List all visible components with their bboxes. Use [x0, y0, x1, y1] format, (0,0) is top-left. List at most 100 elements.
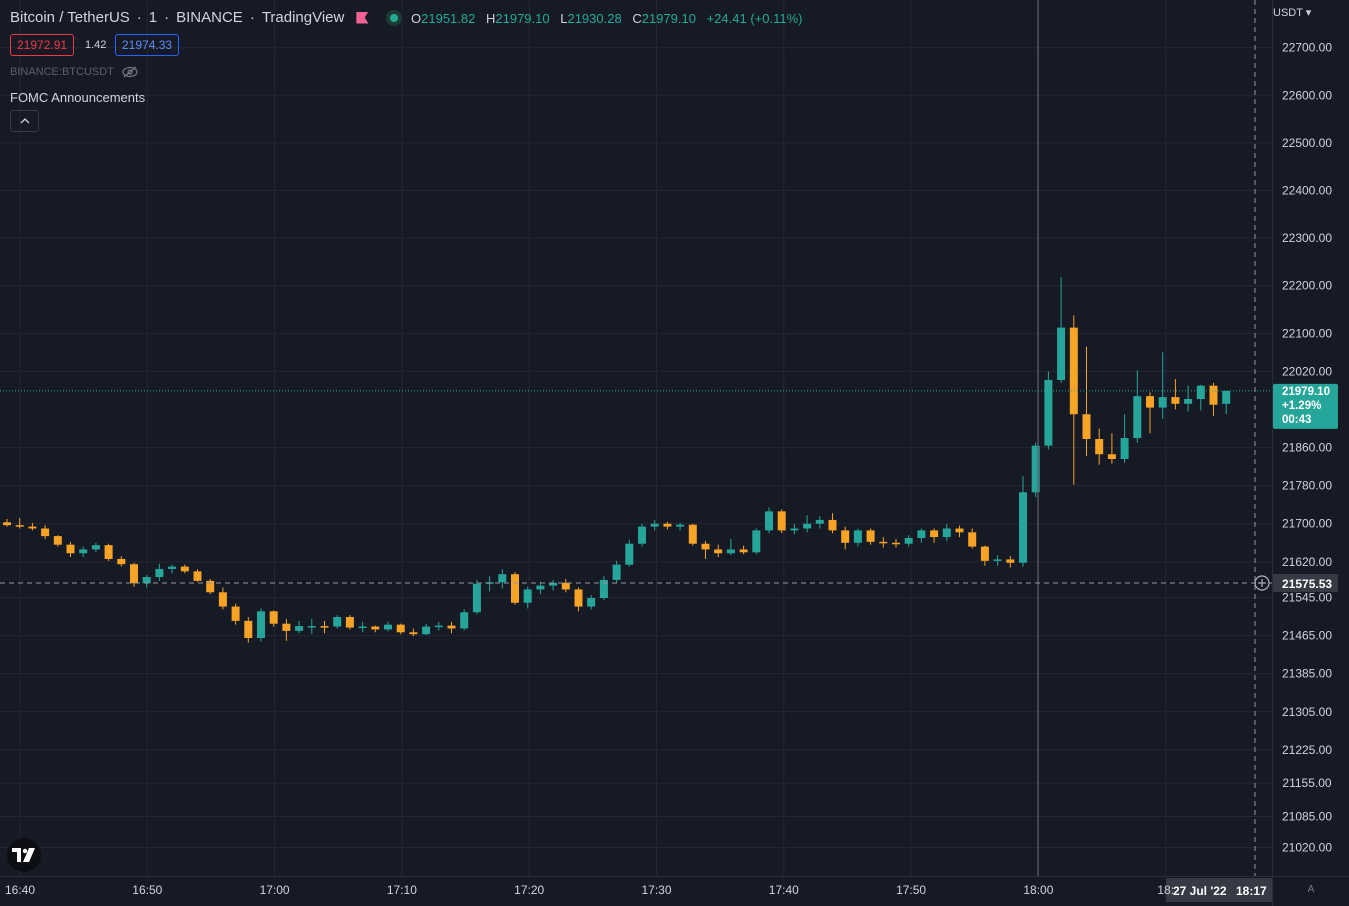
x-tick-label: 17:30: [641, 883, 671, 897]
spread-value: 1.42: [85, 39, 107, 51]
y-tick-label: 21545.00: [1282, 591, 1332, 605]
candle-body: [688, 524, 697, 544]
candle-body: [930, 530, 939, 538]
y-tick-label: 21620.00: [1282, 555, 1332, 569]
candle-body: [28, 526, 37, 529]
y-tick-label: 22200.00: [1282, 279, 1332, 293]
candle-body: [472, 583, 481, 613]
candle-body: [79, 549, 88, 554]
candle-body: [295, 626, 304, 631]
x-tick-label: 18:: [1157, 883, 1174, 897]
buy-button[interactable]: 21974.33: [115, 34, 180, 56]
candle-body: [1158, 397, 1167, 408]
candle-body: [307, 626, 316, 628]
candle-body: [638, 526, 646, 544]
candle-body: [828, 519, 837, 531]
eye-hidden-icon[interactable]: [122, 66, 138, 78]
candle-body: [396, 624, 405, 633]
symbol-id: BINANCE:BTCUSDT: [10, 66, 114, 78]
exchange-label: BINANCE: [176, 9, 243, 26]
y-tick-label: 21020.00: [1282, 840, 1332, 854]
symbol-title[interactable]: Bitcoin / TetherUS: [10, 9, 130, 26]
candle-body: [892, 542, 900, 545]
candle-body: [460, 612, 469, 629]
candle-body: [853, 530, 862, 543]
candle-body: [168, 566, 177, 569]
candle-body: [587, 597, 596, 607]
candle-body: [1222, 390, 1231, 404]
y-tick-label: 21305.00: [1282, 705, 1332, 719]
candle-body: [866, 530, 875, 542]
x-tick-label: 16:50: [132, 883, 162, 897]
y-tick-label: 21155.00: [1282, 776, 1331, 790]
tv-logo-icon: [12, 848, 35, 862]
y-tick-label: 21860.00: [1282, 441, 1332, 455]
symbol-header[interactable]: Bitcoin / TetherUS · 1 · BINANCE · Tradi…: [10, 9, 403, 26]
candle-body: [523, 589, 532, 603]
ohlc-values: O21951.82 H21979.10 L21930.28 C21979.10 …: [411, 11, 809, 26]
last-price-value: 21979.10: [1282, 386, 1330, 398]
candle-body: [206, 580, 215, 593]
currency-selector[interactable]: USDT ▾: [1273, 7, 1312, 19]
candle-body: [1006, 559, 1015, 563]
y-tick-label: 21385.00: [1282, 667, 1332, 681]
y-tick-label: 22700.00: [1282, 41, 1332, 55]
candle-body: [345, 617, 354, 628]
candle-body: [676, 524, 685, 527]
candle-body: [41, 528, 50, 537]
market-open-icon: [386, 9, 403, 26]
chevron-up-icon: [20, 118, 29, 124]
x-tick-label: 17:40: [769, 883, 799, 897]
candle-body: [231, 606, 240, 621]
candle-body: [726, 549, 735, 554]
candle-body: [599, 579, 608, 598]
candle-body: [320, 626, 329, 628]
candle-body: [1209, 385, 1218, 405]
x-tick-label: 17:00: [260, 883, 290, 897]
collapse-legend-button[interactable]: [10, 110, 39, 132]
candle-body: [561, 582, 570, 590]
y-tick-label: 21465.00: [1282, 629, 1332, 643]
x-tick-label: 17:10: [387, 883, 417, 897]
candle-body: [714, 549, 723, 554]
y-tick-label: 22500.00: [1282, 136, 1332, 150]
y-tick-label: 22300.00: [1282, 231, 1332, 245]
high-value: 21979.10: [495, 11, 550, 26]
low-value: 21930.28: [567, 11, 622, 26]
candle-body: [574, 589, 583, 607]
header-separator: ·: [164, 9, 170, 26]
crosshair-price-label: 21575.53: [1282, 577, 1332, 591]
candle-body: [218, 592, 227, 607]
source-label: TradingView: [261, 9, 345, 26]
candle-body: [701, 543, 710, 550]
candle-body: [53, 536, 62, 545]
flag-icon[interactable]: [356, 11, 369, 24]
candle-body: [841, 530, 850, 543]
close-value: 21979.10: [641, 11, 696, 26]
candle-body: [15, 525, 24, 527]
candle-body: [663, 523, 672, 527]
candle-body: [422, 626, 431, 635]
interval-label[interactable]: 1: [148, 9, 158, 26]
candle-body: [790, 528, 799, 531]
candle-body: [180, 566, 189, 572]
candle-body: [1095, 439, 1104, 455]
auto-scale-button[interactable]: A: [1307, 884, 1315, 895]
candle-body: [625, 543, 634, 565]
tradingview-logo[interactable]: [7, 838, 41, 872]
x-tick-label: 18:00: [1023, 883, 1053, 897]
currency-label: USDT: [1273, 7, 1303, 19]
candle-body: [269, 611, 278, 624]
indicator-legend[interactable]: FOMC Announcements: [10, 90, 146, 105]
candle-body: [142, 577, 151, 584]
candle-body: [942, 528, 951, 538]
candle-body: [511, 574, 519, 603]
candle-body: [434, 625, 443, 628]
candle-body: [1120, 438, 1129, 459]
header-separator: ·: [249, 9, 255, 26]
candle-body: [879, 541, 888, 544]
sell-button[interactable]: 21972.91: [10, 34, 75, 56]
